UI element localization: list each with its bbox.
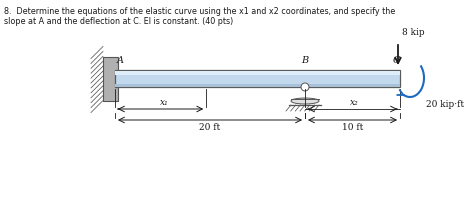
Text: 8 kip: 8 kip: [402, 28, 425, 37]
Text: 20 kip·ft: 20 kip·ft: [426, 100, 464, 109]
Text: 10 ft: 10 ft: [342, 123, 363, 132]
Bar: [115, 84, 400, 87]
Text: 8.  Determine the equations of the elastic curve using the x1 and x2 coordinates: 8. Determine the equations of the elasti…: [4, 7, 395, 16]
Bar: [115, 71, 400, 75]
Bar: [115, 70, 400, 87]
Text: C: C: [392, 56, 400, 65]
Text: A: A: [117, 56, 124, 65]
Text: x₁: x₁: [160, 98, 169, 107]
Circle shape: [301, 83, 309, 91]
Text: 20 ft: 20 ft: [200, 123, 220, 132]
Bar: [103, 56, 118, 100]
Text: B: B: [301, 56, 309, 65]
Text: slope at A and the deflection at C. EI is constant. (40 pts): slope at A and the deflection at C. EI i…: [4, 17, 233, 26]
Text: x₂: x₂: [350, 98, 359, 107]
Ellipse shape: [291, 98, 319, 104]
